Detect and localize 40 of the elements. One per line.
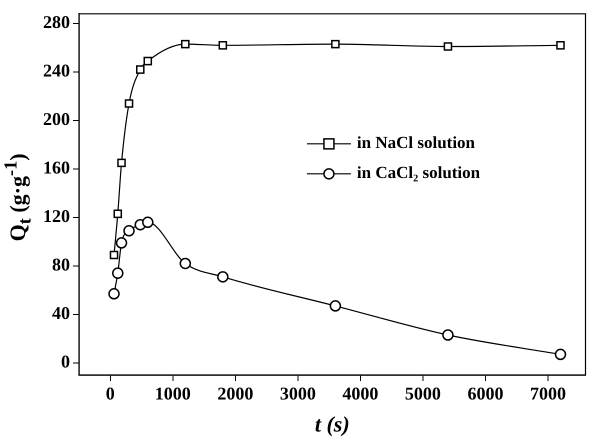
y-tick-label: 40 <box>52 303 70 324</box>
point <box>144 56 152 66</box>
point <box>112 267 124 279</box>
point <box>444 42 452 51</box>
point <box>554 348 566 360</box>
y-tick-label: 120 <box>43 206 70 226</box>
point <box>116 237 128 249</box>
point <box>142 216 154 228</box>
legend-label: in NaCl solution <box>356 133 476 152</box>
x-tick-label: 2000 <box>217 383 254 404</box>
y-tick-label: 280 <box>43 12 70 32</box>
point <box>136 65 145 74</box>
x-tick-label: 7000 <box>530 383 566 404</box>
y-tick-label: 200 <box>43 109 70 130</box>
point <box>180 258 192 270</box>
x-tick-label: 1000 <box>154 383 191 404</box>
x-axis-title: t (s) <box>314 411 350 436</box>
point <box>330 300 342 312</box>
point <box>218 41 228 50</box>
y-tick-label: 240 <box>43 60 70 81</box>
point <box>217 271 229 283</box>
x-tick-label: 0 <box>106 383 115 404</box>
point <box>123 225 135 237</box>
point <box>181 40 190 48</box>
point <box>556 41 565 50</box>
legend-label: in CaCl₂ solution <box>356 163 481 182</box>
point <box>113 210 122 218</box>
point <box>124 99 134 108</box>
y-tick-label: 80 <box>52 254 70 275</box>
point <box>331 40 340 48</box>
y-tick-label: 160 <box>43 158 70 178</box>
y-tick-label: 0 <box>61 352 70 372</box>
point <box>110 250 118 260</box>
x-tick-label: 5000 <box>404 383 441 404</box>
point <box>442 329 454 341</box>
x-tick-label: 6000 <box>467 383 504 404</box>
x-tick-label: 4000 <box>342 383 378 404</box>
x-tick-label: 3000 <box>280 383 316 404</box>
point <box>108 288 120 300</box>
point <box>117 158 126 168</box>
